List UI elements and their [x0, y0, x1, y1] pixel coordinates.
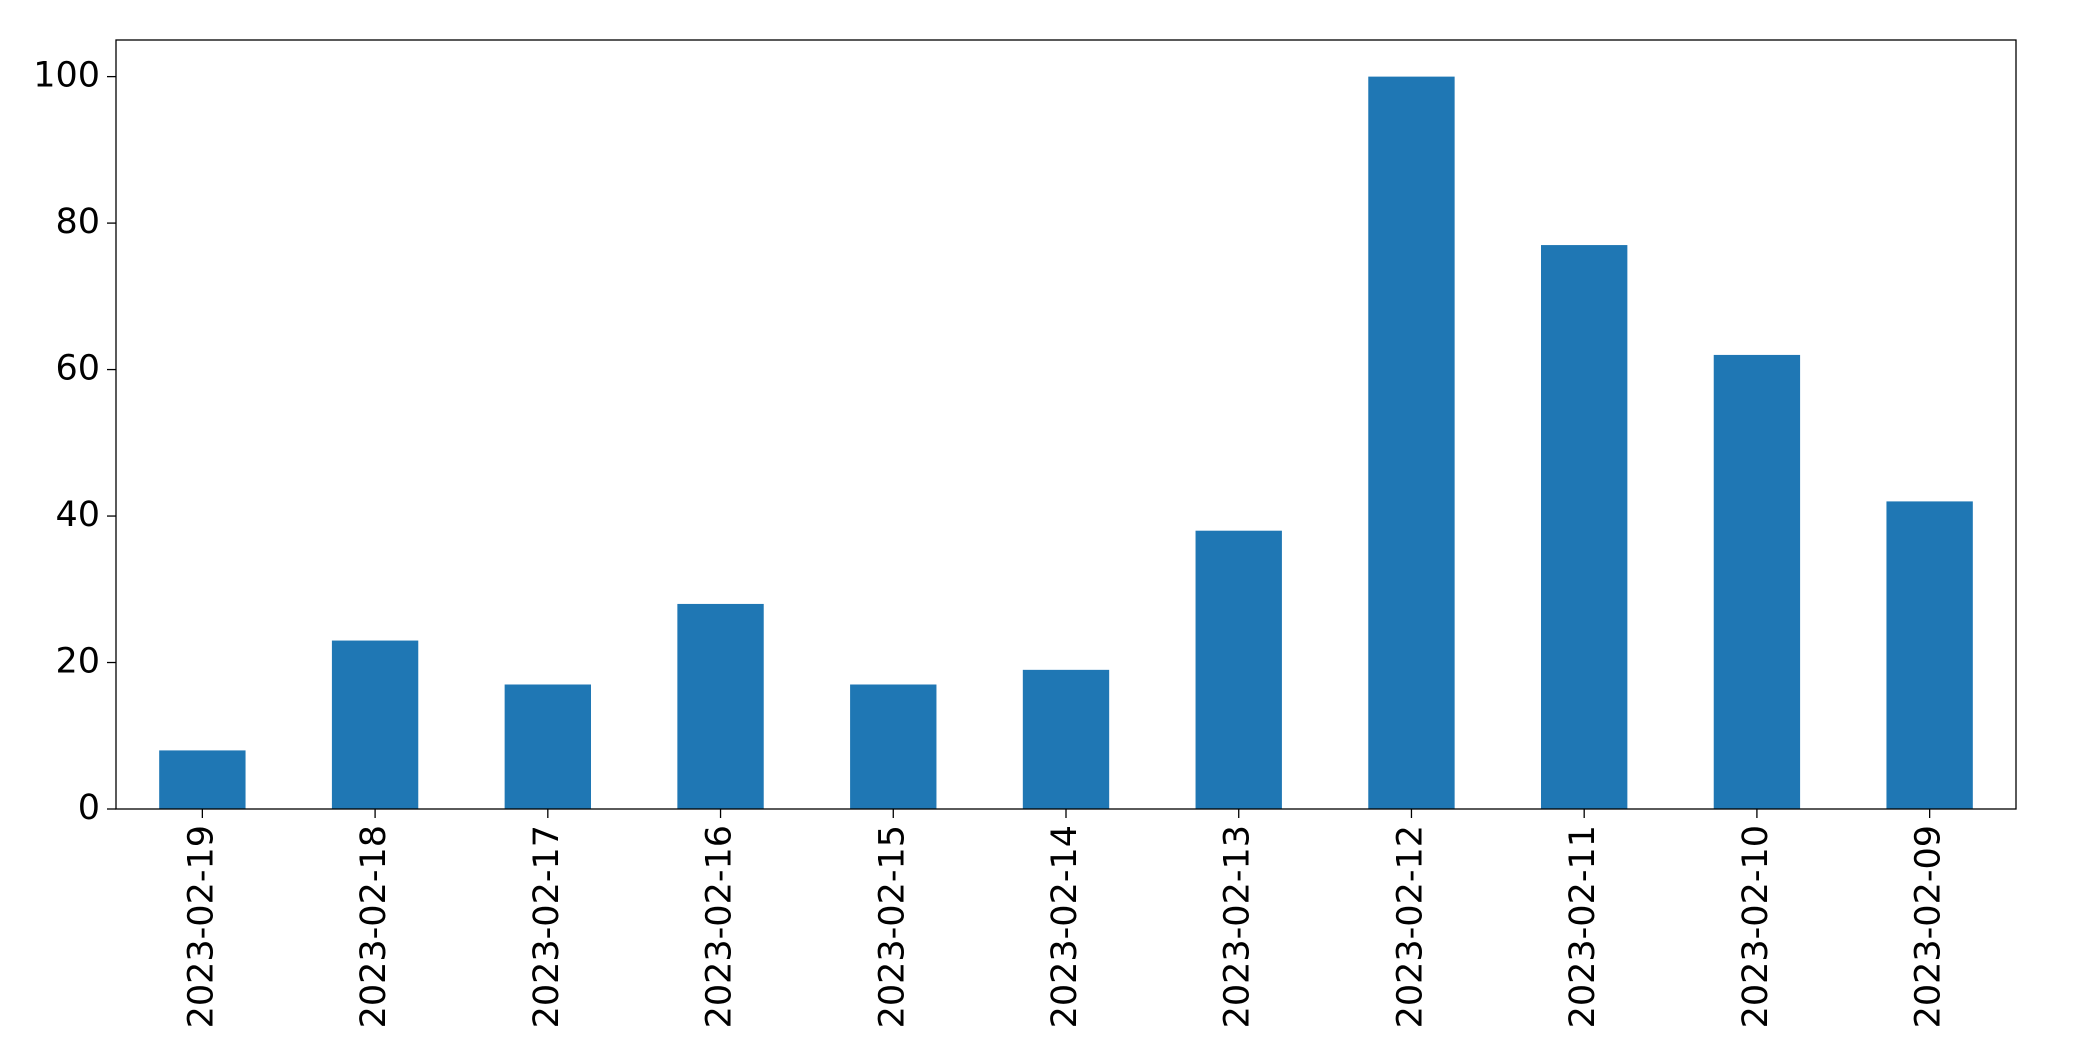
x-tick-label: 2023-02-12	[1390, 825, 1430, 1028]
x-tick-label: 2023-02-10	[1736, 825, 1776, 1028]
plot-frame	[115, 39, 2017, 810]
bar	[677, 603, 764, 809]
x-tick-label: 2023-02-18	[354, 825, 394, 1028]
x-tick-label: 2023-02-19	[181, 825, 221, 1028]
y-tick-label: 0	[78, 788, 100, 828]
x-tick-label: 2023-02-11	[1563, 825, 1603, 1028]
bar	[159, 750, 246, 809]
y-tick-label: 40	[55, 495, 100, 535]
x-tick-label: 2023-02-09	[1909, 825, 1949, 1028]
y-tick-label: 80	[55, 202, 100, 242]
bar	[850, 684, 937, 809]
y-tick-label: 60	[55, 349, 100, 389]
x-tick-label: 2023-02-15	[872, 825, 912, 1028]
x-tick-label: 2023-02-14	[1045, 825, 1085, 1028]
y-tick-label: 20	[55, 642, 100, 682]
bar	[1022, 669, 1110, 809]
bar	[1886, 501, 1973, 809]
bar	[504, 684, 591, 809]
bar	[1368, 76, 1455, 810]
x-tick-label: 2023-02-13	[1218, 825, 1258, 1028]
bar	[1713, 354, 1801, 809]
bar	[331, 640, 419, 809]
x-tick-label: 2023-02-17	[527, 825, 567, 1028]
y-tick-label: 100	[33, 56, 100, 96]
bar	[1541, 245, 1628, 810]
x-tick-label: 2023-02-16	[700, 825, 740, 1028]
bar	[1195, 530, 1282, 809]
